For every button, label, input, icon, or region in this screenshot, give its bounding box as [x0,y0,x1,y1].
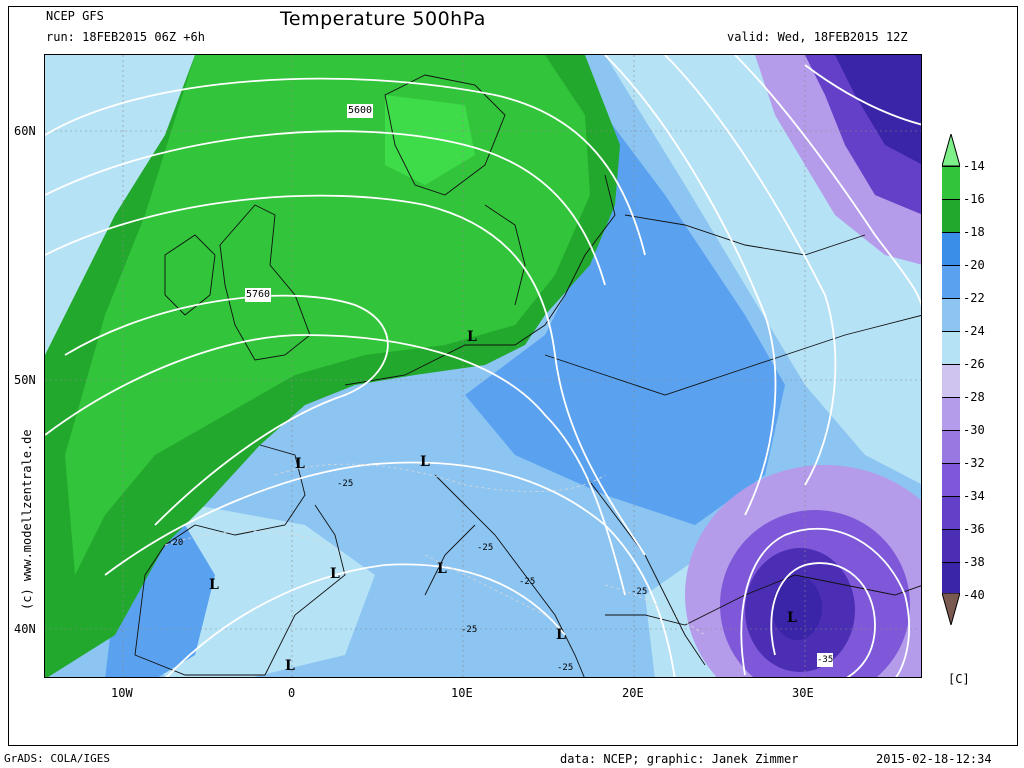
run-label: run: 18FEB2015 06Z +6h [46,30,205,44]
legend-swatch [942,265,960,298]
legend-unit: [C] [948,672,970,686]
temp-label: -25 [461,625,478,635]
legend-level-label: -38 [963,555,985,569]
temperature-contours [164,463,706,636]
legend-level-label: -32 [963,456,985,470]
temp-label: -25 [337,479,354,489]
legend-level-label: -34 [963,489,985,503]
lat-label: 60N [14,124,36,138]
height-contours [45,55,921,677]
height-label-5760: 5760 [245,288,272,302]
low-marker: L [556,627,566,643]
footer-credits: data: NCEP; graphic: Janek Zimmer [560,752,799,766]
footer-timestamp: 2015-02-18-12:34 [876,752,992,766]
low-marker: L [437,561,447,577]
copyright-text: (c) www.modellzentrale.de [20,429,34,610]
low-marker: L [787,610,797,626]
lon-label: 20E [622,686,644,700]
field-band-northeast [605,55,921,484]
legend-level-label: -40 [963,588,985,602]
legend-top-arrow [942,134,960,166]
figure-frame [8,6,1018,746]
legend-swatch [942,364,960,397]
map-title: Temperature 500hPa [280,8,486,30]
low-marker: L [330,566,340,582]
legend-level-label: -16 [963,192,985,206]
field-cutoff-40 [772,576,822,640]
height-label-5600: 5600 [347,104,374,118]
field-band-iberia [145,505,375,677]
legend-bottom-arrow [942,593,960,625]
lon-label: 0 [288,686,296,700]
lon-label: 10E [451,686,473,700]
legend-swatch [942,397,960,430]
temp-label: -25 [631,587,648,597]
low-marker: L [295,456,305,472]
legend-swatch [942,199,960,232]
legend-swatch [942,232,960,265]
legend-level-label: -22 [963,291,985,305]
temp-label: -20 [167,538,184,548]
model-label: NCEP GFS [46,9,104,23]
legend-level-label: -36 [963,522,985,536]
low-marker: L [467,329,477,345]
lon-label: 10W [111,686,133,700]
map-canvas [45,55,921,677]
field-airmass-14 [385,95,475,185]
legend-swatch [942,430,960,463]
lon-label: 30E [792,686,814,700]
legend-level-label: -28 [963,390,985,404]
valid-label: valid: Wed, 18FEB2015 12Z [727,30,908,44]
graticule [45,55,921,677]
low-marker: L [420,454,430,470]
legend-level-label: -18 [963,225,985,239]
low-marker: L [209,577,219,593]
legend-level-label: -26 [963,357,985,371]
lat-label: 40N [14,622,36,636]
weather-map[interactable]: 5600 5760 -25 -25 -20 -25 -25 -25 -25 -3… [44,54,922,678]
temp-label: -25 [519,577,536,587]
temp-label: -35 [817,653,834,667]
coastlines [134,74,921,677]
low-marker: L [285,658,295,674]
legend-level-label: -14 [963,159,985,173]
legend-swatch [942,331,960,364]
legend-level-label: -24 [963,324,985,338]
temp-label: -25 [557,663,574,673]
field-band-central [465,115,785,525]
legend-swatch [942,463,960,496]
footer-software: GrADS: COLA/IGES [4,752,110,765]
legend-level-label: -20 [963,258,985,272]
temp-label: -25 [477,543,494,553]
legend-swatch [942,298,960,331]
legend-swatch [942,496,960,529]
lat-label: 50N [14,373,36,387]
legend-swatch [942,562,960,595]
legend-swatch [942,529,960,562]
legend-swatch [942,166,960,199]
legend-level-label: -30 [963,423,985,437]
